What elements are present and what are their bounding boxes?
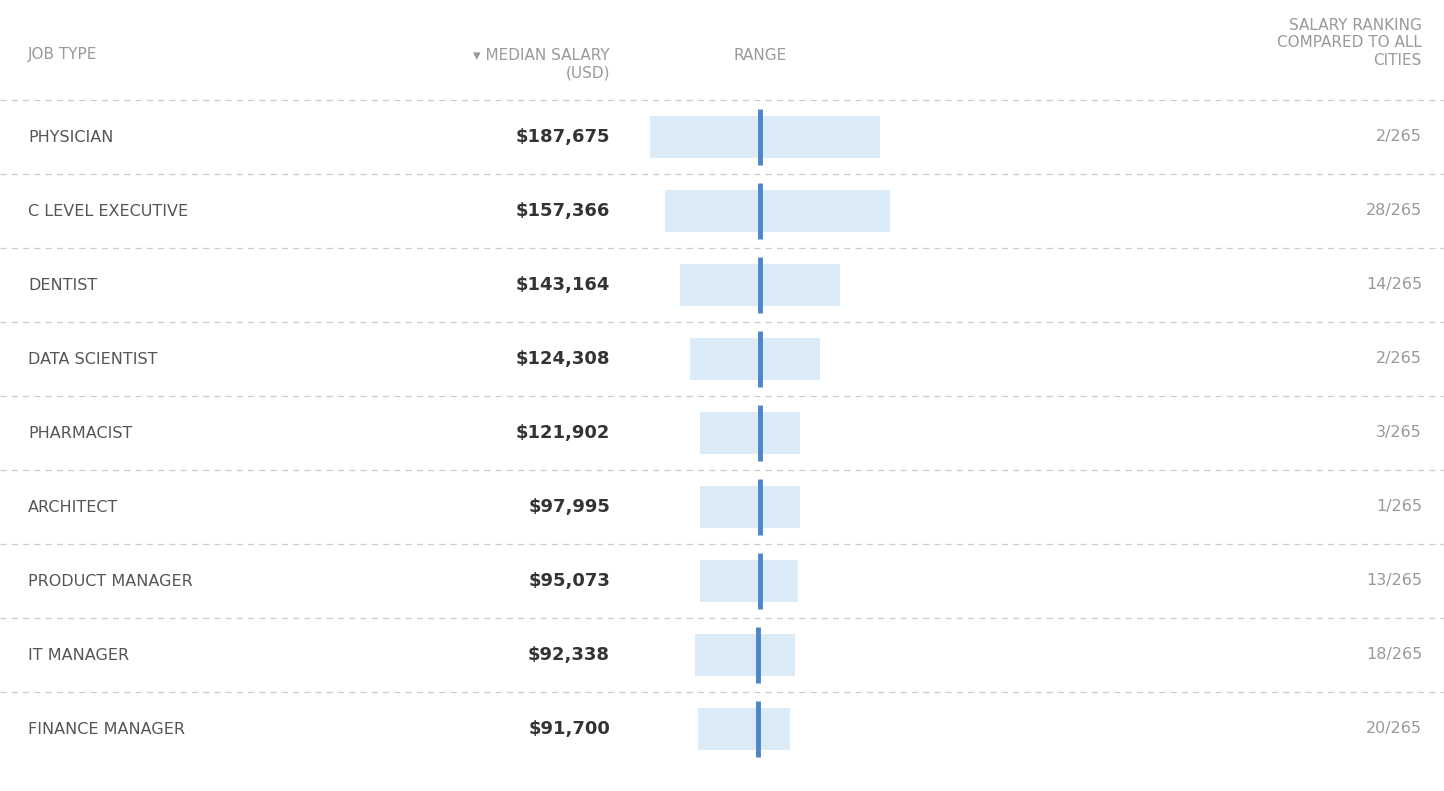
Bar [695,634,796,676]
Text: JOB TYPE: JOB TYPE [27,47,97,62]
Text: $95,073: $95,073 [529,572,609,590]
Text: 3/265: 3/265 [1376,426,1422,441]
Text: $97,995: $97,995 [529,498,609,516]
Text: $124,308: $124,308 [516,350,609,368]
Text: 14/265: 14/265 [1366,278,1422,293]
Text: $187,675: $187,675 [516,128,609,146]
Text: C LEVEL EXECUTIVE: C LEVEL EXECUTIVE [27,203,188,218]
Text: $91,700: $91,700 [529,720,609,738]
Text: $143,164: $143,164 [516,276,609,294]
Bar [690,339,820,380]
Text: 18/265: 18/265 [1366,648,1422,663]
Text: IT MANAGER: IT MANAGER [27,648,129,663]
Text: 13/265: 13/265 [1366,573,1422,589]
Text: 1/265: 1/265 [1376,499,1422,514]
Bar [700,560,799,602]
Text: 20/265: 20/265 [1366,721,1422,736]
Text: ARCHITECT: ARCHITECT [27,499,118,514]
Bar [680,264,840,305]
Text: PHYSICIAN: PHYSICIAN [27,130,114,145]
Text: ▾ MEDIAN SALARY
(USD): ▾ MEDIAN SALARY (USD) [474,48,609,81]
Text: $121,902: $121,902 [516,424,609,442]
Text: FINANCE MANAGER: FINANCE MANAGER [27,721,185,736]
Text: DENTIST: DENTIST [27,278,97,293]
Text: 2/265: 2/265 [1376,130,1422,145]
Bar [700,486,800,528]
Text: 28/265: 28/265 [1366,203,1422,218]
Bar [650,116,879,157]
Text: 2/265: 2/265 [1376,351,1422,366]
Bar [666,191,890,232]
Text: DATA SCIENTIST: DATA SCIENTIST [27,351,157,366]
Text: SALARY RANKING
COMPARED TO ALL
CITIES: SALARY RANKING COMPARED TO ALL CITIES [1276,18,1422,68]
Text: $92,338: $92,338 [529,646,609,664]
Text: PHARMACIST: PHARMACIST [27,426,133,441]
Text: RANGE: RANGE [734,47,787,62]
Bar [700,412,800,454]
Text: PRODUCT MANAGER: PRODUCT MANAGER [27,573,192,589]
Text: $157,366: $157,366 [516,202,609,220]
Bar [697,708,790,750]
